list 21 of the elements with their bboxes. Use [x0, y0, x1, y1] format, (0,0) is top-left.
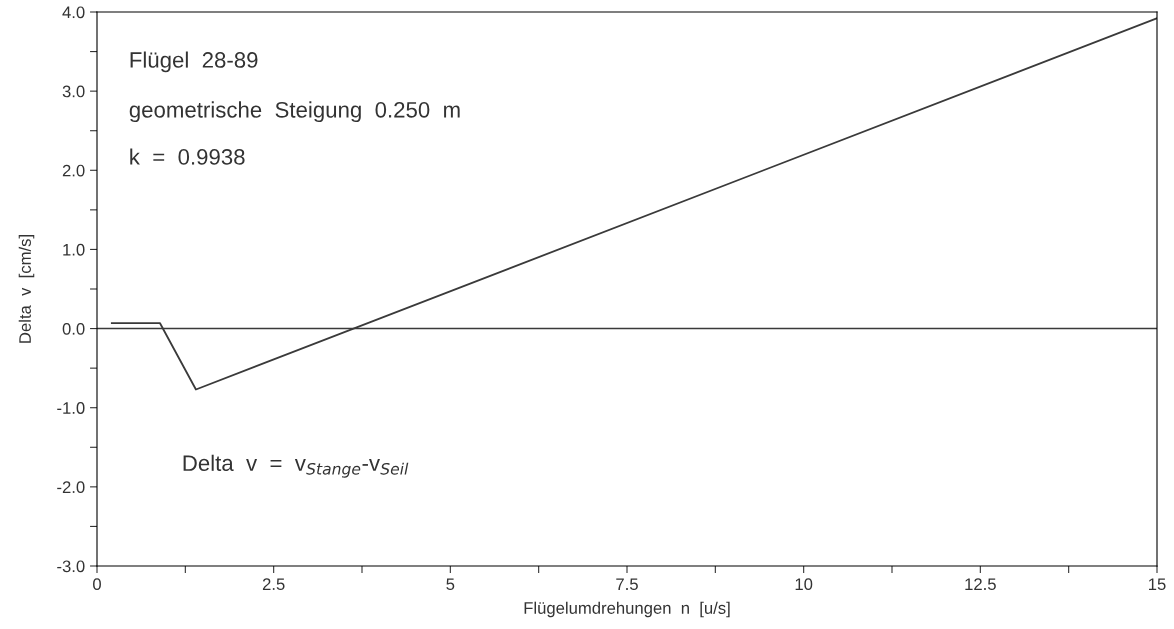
x-tick-label: 10 [795, 578, 813, 591]
y-tick-label: 0.0 [62, 322, 85, 335]
y-tick-label: 3.0 [62, 85, 85, 98]
y-tick-label: 4.0 [62, 6, 85, 19]
annotation: k = 0.9938 [130, 148, 245, 165]
y-tick-label: -1.0 [57, 402, 85, 414]
x-tick-label: 0 [93, 578, 101, 591]
x-tick-label: 7.5 [616, 578, 638, 591]
y-axis-title: Delta v [cm/s] [18, 235, 35, 343]
y-tick-label: 1.0 [63, 243, 85, 256]
x-tick-label: 12.5 [965, 578, 996, 591]
x-tick-label: 2.5 [262, 578, 285, 591]
y-tick-label: 2.0 [62, 164, 85, 177]
x-tick-label: 15 [1149, 578, 1166, 591]
annotation: geometrische Steigung 0.250 m [129, 101, 460, 123]
y-tick-label: -2.0 [57, 481, 85, 494]
y-tick-label: -3.0 [57, 560, 85, 573]
x-axis-title: Flügelumdrehungen n [u/s] [524, 601, 730, 618]
x-tick-label: 5 [446, 578, 455, 591]
annotation: Flügel 28-89 [130, 51, 258, 73]
annotation: Delta v = v$_{Stange}$-v$_{Seil}$ [183, 454, 409, 478]
